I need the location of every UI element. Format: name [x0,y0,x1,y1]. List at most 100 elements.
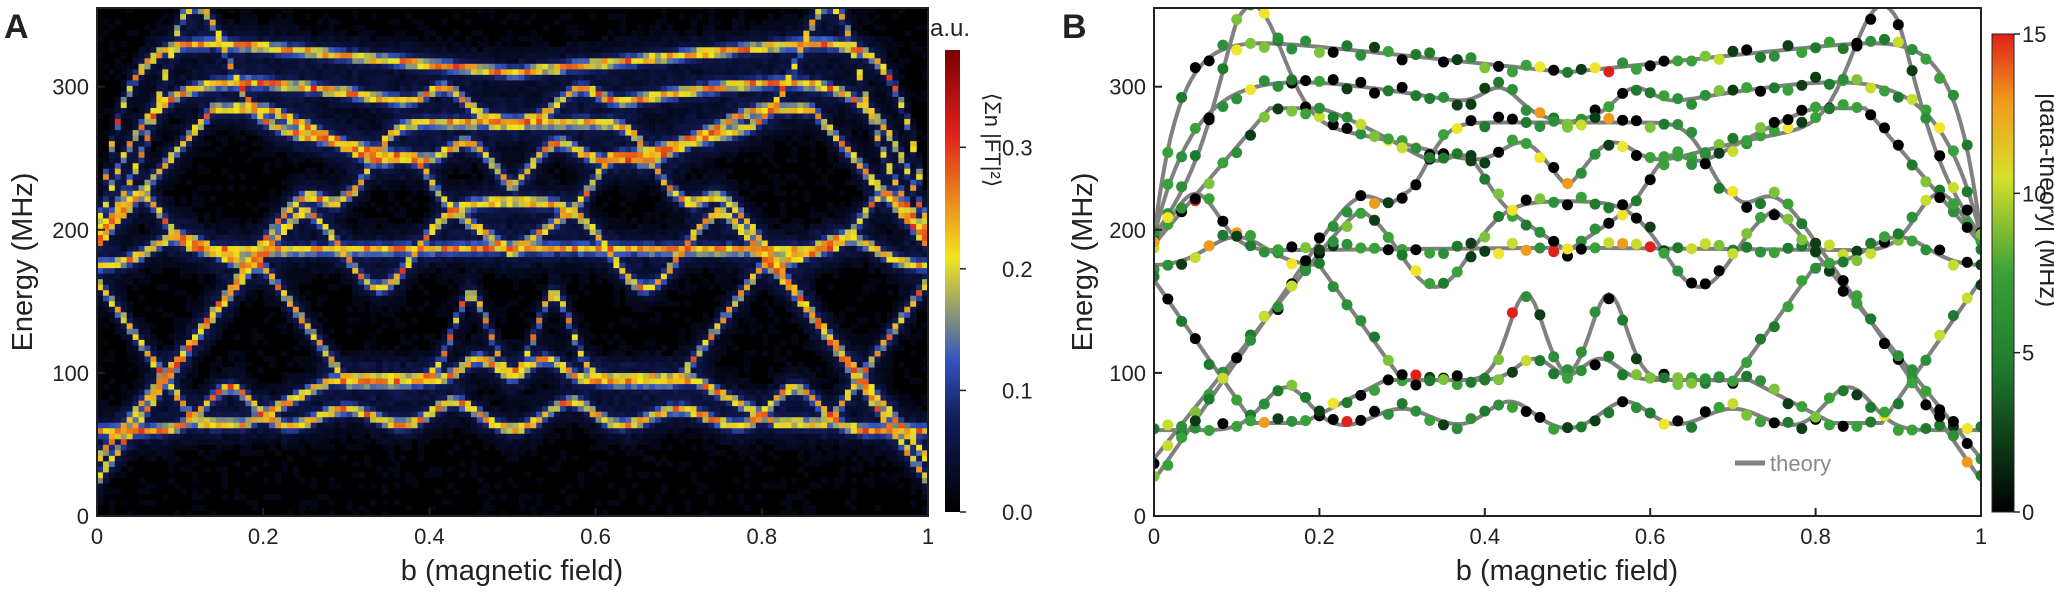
heatmap-cell [144,339,152,346]
heatmap-cell [429,151,436,158]
heatmap-cell [429,350,436,357]
heatmap-cell [364,85,371,92]
heatmap-cell [162,416,169,423]
heatmap-cell [316,383,324,390]
heatmap-cell [482,250,490,258]
heatmap-cell [203,24,211,31]
heatmap-cell [180,466,187,473]
heatmap-cell [162,239,169,247]
heatmap-cell [447,195,454,202]
heatmap-cell [500,206,508,213]
heatmap-cell [102,179,110,186]
heatmap-cell [221,245,229,252]
heatmap-cell [108,433,116,440]
heatmap-cell [197,112,205,120]
heatmap-cell [245,444,252,451]
heatmap-cell [114,184,122,191]
heatmap-cell [530,306,537,313]
heatmap-cell [482,333,490,340]
heatmap-cell [370,157,377,164]
heatmap-cell [174,400,181,407]
heatmap-cell [203,63,211,70]
heatmap-cell [488,206,496,213]
heatmap-cell [530,195,537,202]
heatmap-cell [215,41,223,48]
heatmap-cell [168,79,175,86]
heatmap-cell [263,35,270,42]
heatmap-cell [132,416,140,423]
heatmap-cell [364,151,371,158]
heatmap-cell [429,168,436,175]
heatmap-cell [470,234,478,241]
heatmap-cell [304,79,312,86]
heatmap-cell [150,422,157,429]
heatmap-cell [233,284,241,291]
heatmap-cell [393,433,401,440]
heatmap-cell [138,63,146,70]
heatmap-cell [411,427,419,434]
heatmap-cell [358,377,365,385]
heatmap-cell [500,157,508,164]
heatmap-cell [316,228,324,235]
heatmap-cell [281,377,288,385]
heatmap-cell [97,112,104,120]
heatmap-cell [186,228,193,235]
heatmap-cell [316,217,324,224]
heatmap-cell [150,400,157,407]
heatmap-cell [340,146,347,153]
heatmap-cell [286,157,294,164]
heatmap-cell [257,256,264,263]
heatmap-cell [251,245,258,252]
heatmap-cell [387,355,395,362]
heatmap-cell [138,427,146,434]
heatmap-cell [292,239,300,247]
heatmap-cell [459,112,466,120]
heatmap-cell [292,284,300,291]
heatmap-cell [429,30,436,37]
heatmap-cell [251,234,258,241]
heatmap-cell [447,101,454,108]
heatmap-cell [227,273,235,280]
heatmap-cell [488,173,496,180]
heatmap-cell [352,140,359,147]
heatmap-cell [281,112,288,120]
heatmap-cell [352,460,359,467]
heatmap-cell [530,350,537,357]
heatmap-cell [459,350,466,357]
heatmap-cell [186,46,193,53]
heatmap-cell [203,466,211,473]
heatmap-cell [292,68,300,75]
heatmap-cell [275,300,282,307]
heatmap-cell [292,289,300,296]
heatmap-cell [144,85,152,92]
heatmap-cell [346,377,353,385]
heatmap-cell [209,123,217,131]
heatmap-cell [138,366,146,374]
heatmap-cell [239,350,246,357]
heatmap-cell [417,223,425,230]
heatmap-cell [381,278,389,285]
heatmap-cell [358,190,365,197]
heatmap-cell [435,361,442,368]
heatmap-cell [138,151,146,158]
heatmap-cell [233,129,241,136]
heatmap-cell [399,250,407,258]
heatmap-cell [358,405,365,412]
heatmap-cell [126,85,134,92]
heatmap-cell [476,96,484,103]
heatmap-cell [275,245,282,252]
heatmap-cell [506,118,514,125]
heatmap-cell [197,63,205,70]
heatmap-cell [257,394,264,401]
heatmap-cell [209,267,217,274]
heatmap-cell [251,123,258,131]
heatmap-cell [512,101,520,108]
heatmap-cell [435,35,442,42]
heatmap-cell [334,184,341,191]
heatmap-cell [411,350,419,357]
heatmap-cell [346,190,353,197]
heatmap-cell [506,30,514,37]
heatmap-cell [476,311,484,318]
heatmap-cell [352,361,359,368]
heatmap-cell [144,206,152,213]
